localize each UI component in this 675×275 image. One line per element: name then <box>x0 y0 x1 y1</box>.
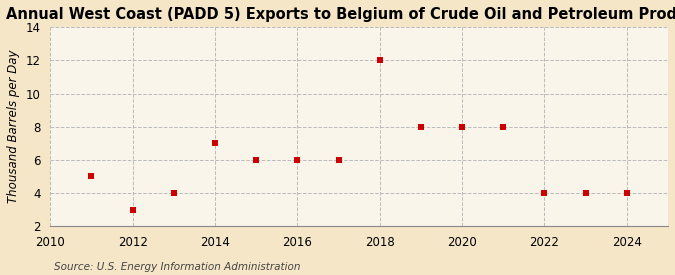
Point <box>580 191 591 195</box>
Point <box>168 191 179 195</box>
Point <box>127 207 138 212</box>
Point <box>333 158 344 162</box>
Point <box>251 158 262 162</box>
Y-axis label: Thousand Barrels per Day: Thousand Barrels per Day <box>7 50 20 204</box>
Point <box>416 125 427 129</box>
Point <box>622 191 632 195</box>
Point <box>86 174 97 178</box>
Title: Annual West Coast (PADD 5) Exports to Belgium of Crude Oil and Petroleum Product: Annual West Coast (PADD 5) Exports to Be… <box>6 7 675 22</box>
Point <box>209 141 220 145</box>
Point <box>539 191 550 195</box>
Point <box>457 125 468 129</box>
Point <box>292 158 303 162</box>
Point <box>375 58 385 63</box>
Point <box>498 125 509 129</box>
Text: Source: U.S. Energy Information Administration: Source: U.S. Energy Information Administ… <box>54 262 300 272</box>
